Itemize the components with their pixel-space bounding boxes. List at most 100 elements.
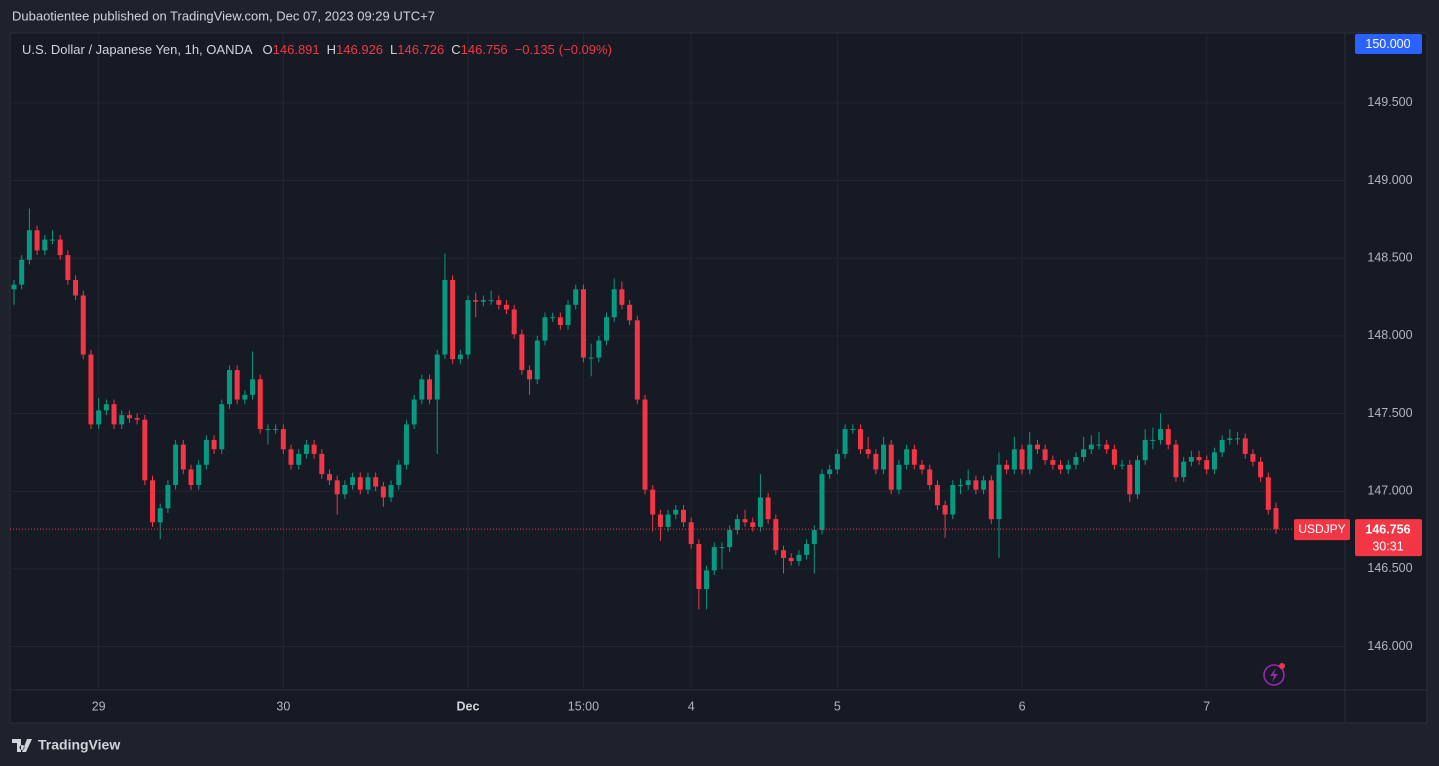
candle-body	[80, 295, 86, 355]
candle-body	[1050, 460, 1056, 465]
candle-body	[919, 464, 925, 470]
candle-body	[411, 399, 417, 425]
candle-body	[288, 449, 294, 465]
candle-body	[911, 449, 917, 465]
candle-body	[219, 404, 225, 450]
candle-body	[1227, 438, 1233, 440]
x-tick-label: 7	[1203, 699, 1210, 713]
candle-body	[1219, 439, 1225, 453]
candle-body	[234, 370, 240, 400]
price-label-box	[1355, 519, 1422, 557]
x-tick-label: 4	[688, 699, 695, 713]
candle-body	[1165, 429, 1171, 445]
candle-body	[142, 419, 148, 481]
publish-info: Dubaotientee published on TradingView.co…	[12, 8, 435, 23]
y-tick-label: 149.000	[1367, 173, 1412, 187]
candle-body	[388, 484, 394, 498]
candle-body	[942, 505, 948, 515]
candle-body	[611, 289, 617, 318]
alert-icon	[1263, 663, 1285, 686]
candle-body	[627, 304, 633, 321]
legend: U.S. Dollar / Japanese Yen, 1h, OANDA O14…	[22, 42, 612, 57]
candle-body	[888, 444, 894, 490]
candle-body	[757, 497, 763, 527]
legend-prefix: O	[263, 42, 273, 57]
candle-body	[488, 300, 494, 302]
candle-body	[350, 477, 356, 485]
y-tick-label: 148.000	[1367, 328, 1412, 342]
candle-body	[742, 519, 748, 523]
candle-body	[1181, 461, 1187, 478]
candle-body	[196, 464, 202, 485]
candle-body	[126, 415, 132, 419]
candle-body	[1042, 449, 1048, 461]
y-tick-label: 146.500	[1367, 561, 1412, 575]
candle-body	[457, 354, 463, 360]
candle-body	[165, 484, 171, 509]
candle-body	[1034, 444, 1040, 450]
x-tick-label: 5	[834, 699, 841, 713]
candle-body	[296, 453, 302, 465]
candle-body	[550, 317, 556, 319]
candle-body	[1211, 452, 1217, 470]
candle-body	[958, 484, 963, 486]
candle-body	[1011, 449, 1017, 470]
candle-body	[542, 317, 548, 341]
candle-body	[896, 464, 902, 490]
candle-body	[96, 410, 102, 425]
x-tick-label: 6	[1019, 699, 1026, 713]
candle-body	[865, 449, 871, 454]
legend-prefix: L	[390, 42, 397, 57]
candle-body	[596, 340, 602, 358]
candle-body	[1258, 461, 1264, 478]
candle-body	[311, 444, 317, 454]
brand: TradingView	[38, 737, 120, 753]
candle-body	[1027, 444, 1033, 470]
candle-body	[650, 489, 656, 515]
candle-body	[1150, 439, 1156, 441]
legend-value: 146.756	[461, 42, 508, 57]
candle-body	[434, 354, 440, 400]
candle-body	[26, 230, 32, 260]
candle-body	[619, 289, 625, 305]
candle-body	[988, 480, 994, 520]
candle-body	[1104, 444, 1110, 450]
candle-body	[965, 480, 971, 485]
candle-body	[1004, 464, 1010, 470]
y-tick-label: 146.000	[1367, 639, 1412, 653]
candle-body	[534, 340, 540, 380]
symbol-label-box	[1294, 519, 1350, 541]
candle-body	[496, 300, 502, 305]
candle-body	[380, 486, 386, 498]
candle-body	[642, 399, 648, 490]
candle-body	[334, 480, 340, 495]
candle-body	[157, 508, 163, 523]
candle-body	[734, 519, 740, 531]
candle-body	[396, 464, 402, 485]
candle-body	[704, 570, 710, 590]
candle-body	[1142, 439, 1148, 461]
candle-body	[19, 259, 25, 285]
candle-body	[727, 530, 733, 548]
candle-body	[1265, 477, 1271, 510]
legend-value: 146.891	[273, 42, 320, 57]
candle-body	[511, 309, 517, 335]
candle-body	[103, 404, 109, 411]
candle-body	[711, 547, 717, 571]
candle-body	[557, 317, 563, 325]
candle-body	[1196, 457, 1202, 461]
candle-body	[280, 429, 286, 450]
y-tick-label: 147.500	[1367, 406, 1412, 420]
x-tick-label: 29	[92, 699, 106, 713]
candles	[11, 208, 1279, 610]
legend-value: 146.926	[336, 42, 383, 57]
candle-body	[150, 480, 156, 523]
candle-body	[327, 474, 332, 481]
trading-view-logo	[12, 739, 32, 752]
candle-body	[503, 304, 509, 310]
candle-body	[1173, 444, 1179, 478]
candle-body	[588, 357, 594, 359]
candle-body	[665, 514, 671, 527]
candle-body	[373, 477, 379, 487]
candle-body	[211, 439, 217, 450]
